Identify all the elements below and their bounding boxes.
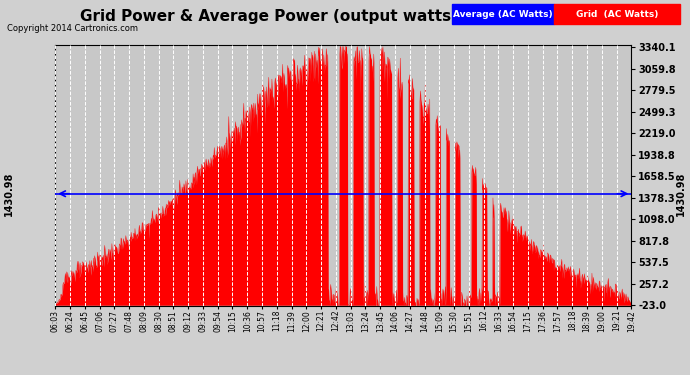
Text: Grid Power & Average Power (output watts)  Fri Aug 15 19:53: Grid Power & Average Power (output watts… — [80, 9, 610, 24]
Text: Copyright 2014 Cartronics.com: Copyright 2014 Cartronics.com — [7, 24, 138, 33]
Text: Grid  (AC Watts): Grid (AC Watts) — [576, 10, 658, 18]
Text: Average (AC Watts): Average (AC Watts) — [453, 10, 553, 18]
Text: 1430.98: 1430.98 — [3, 171, 13, 216]
Text: 1430.98: 1430.98 — [676, 171, 686, 216]
